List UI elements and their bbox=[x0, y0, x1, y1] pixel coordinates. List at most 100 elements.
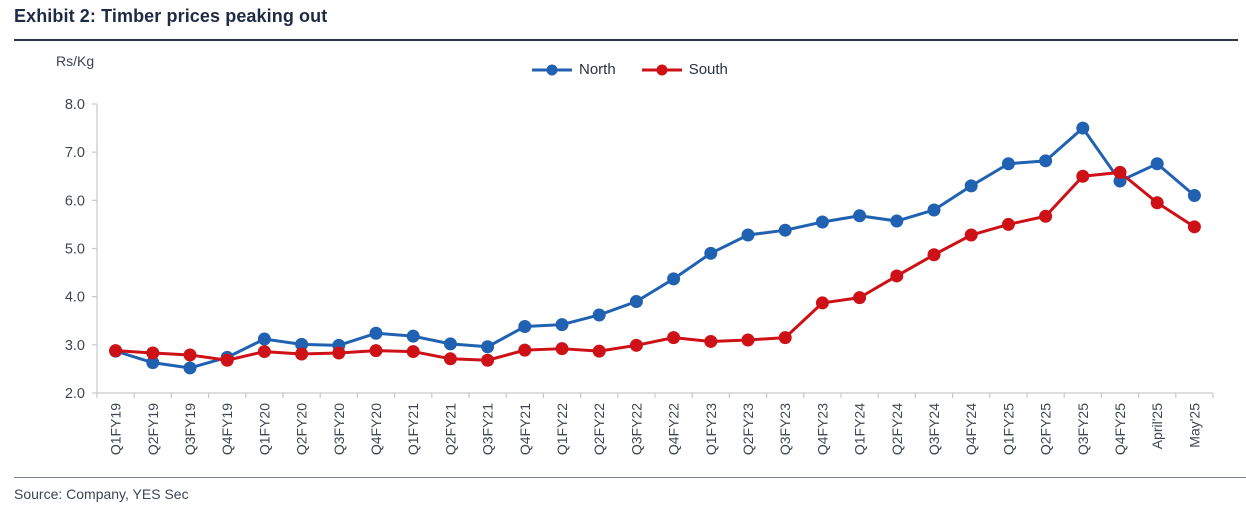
x-tick-label: Q2FY19 bbox=[145, 403, 161, 455]
x-tick-label: Q1FY19 bbox=[108, 403, 124, 455]
data-point bbox=[443, 337, 457, 351]
data-point bbox=[146, 346, 160, 360]
data-point bbox=[1150, 157, 1164, 171]
data-point bbox=[815, 215, 829, 229]
data-point bbox=[109, 344, 123, 358]
y-axis-unit-label: Rs/Kg bbox=[56, 53, 95, 69]
x-tick-label: Q3FY24 bbox=[926, 403, 942, 455]
data-point bbox=[481, 353, 495, 367]
data-point bbox=[1039, 154, 1053, 168]
data-point bbox=[369, 344, 383, 358]
exhibit-title: Exhibit 2: Timber prices peaking out bbox=[14, 6, 328, 26]
data-point bbox=[555, 342, 569, 356]
x-tick-label: Q3FY19 bbox=[182, 403, 198, 455]
data-point bbox=[295, 347, 309, 361]
x-tick-label: Q1FY23 bbox=[703, 403, 719, 455]
data-point bbox=[815, 296, 829, 310]
data-point bbox=[332, 346, 346, 360]
series-north bbox=[109, 121, 1201, 375]
data-point bbox=[1150, 196, 1164, 210]
series-line bbox=[114, 126, 1196, 370]
data-point bbox=[778, 223, 792, 237]
legend-label-north: North bbox=[579, 61, 616, 78]
data-point bbox=[890, 269, 904, 283]
y-tick-label: 8.0 bbox=[65, 97, 85, 113]
data-point bbox=[592, 344, 606, 358]
source-note: Source: Company, YES Sec bbox=[14, 486, 189, 502]
data-point bbox=[1001, 217, 1015, 231]
data-point bbox=[629, 338, 643, 352]
x-tick-label: Q1FY24 bbox=[852, 403, 868, 455]
data-point bbox=[146, 356, 160, 370]
x-tick-label: Q4FY23 bbox=[814, 403, 830, 455]
legend-item-north: North bbox=[532, 61, 616, 78]
series-south bbox=[109, 165, 1201, 367]
data-point bbox=[778, 331, 792, 345]
x-tick-label: Q1FY20 bbox=[256, 403, 272, 455]
x-tick-label: Q4FY22 bbox=[666, 403, 682, 455]
y-tick-label: 6.0 bbox=[65, 193, 85, 209]
series-line bbox=[114, 170, 1196, 362]
data-point bbox=[257, 345, 271, 359]
data-point bbox=[853, 291, 867, 305]
x-tick-label: Q3FY20 bbox=[331, 403, 347, 455]
data-point bbox=[518, 343, 532, 357]
x-tick-label: Q2FY20 bbox=[294, 403, 310, 455]
data-point bbox=[667, 272, 681, 286]
data-point bbox=[741, 333, 755, 347]
x-tick-label: Q4FY20 bbox=[368, 403, 384, 455]
data-point bbox=[704, 246, 718, 260]
x-tick-label: Q2FY22 bbox=[591, 403, 607, 455]
chart-legend: North South bbox=[532, 61, 728, 78]
x-tick-label: Q3FY21 bbox=[480, 403, 496, 455]
x-axis-ticks: Q1FY19 Q2FY19 Q3FY19 Q4FY19 Q1FY20 Q2FY20 Q3FY… bbox=[96, 393, 1214, 455]
data-point bbox=[1039, 209, 1053, 223]
x-tick-label: Q4FY25 bbox=[1112, 403, 1128, 455]
data-point bbox=[853, 209, 867, 223]
data-point bbox=[592, 308, 606, 322]
x-tick-label: Q1FY21 bbox=[405, 403, 421, 455]
x-tick-label: Q3FY25 bbox=[1075, 403, 1091, 455]
x-tick-label: Q4FY21 bbox=[517, 403, 533, 455]
data-point bbox=[443, 352, 457, 366]
legend-item-south: South bbox=[641, 61, 728, 78]
x-tick-label: Q2FY25 bbox=[1038, 403, 1054, 455]
x-tick-label: Q4FY19 bbox=[219, 403, 235, 455]
title-rule bbox=[14, 39, 1238, 41]
x-tick-label: Q1FY22 bbox=[554, 403, 570, 455]
data-point bbox=[1113, 165, 1127, 179]
data-point bbox=[927, 203, 941, 217]
data-point bbox=[518, 320, 532, 334]
data-point bbox=[1187, 220, 1201, 234]
data-point bbox=[257, 332, 271, 346]
data-point bbox=[555, 318, 569, 332]
x-tick-label: Q1FY25 bbox=[1000, 403, 1016, 455]
data-point bbox=[183, 361, 197, 375]
data-point bbox=[1001, 157, 1015, 171]
data-point bbox=[890, 214, 904, 228]
data-point bbox=[1187, 189, 1201, 203]
y-tick-label: 3.0 bbox=[65, 338, 85, 354]
x-tick-label: Q2FY24 bbox=[889, 403, 905, 455]
x-tick-label: Q4FY24 bbox=[963, 403, 979, 455]
data-point bbox=[183, 348, 197, 362]
x-tick-label: Q2FY21 bbox=[442, 403, 458, 455]
footer-rule bbox=[14, 477, 1246, 478]
x-tick-label: May'25 bbox=[1186, 403, 1202, 448]
data-point bbox=[741, 228, 755, 242]
legend-line-marker-south-icon bbox=[641, 64, 682, 75]
x-tick-label: April'25 bbox=[1149, 403, 1165, 449]
data-point bbox=[1076, 121, 1090, 135]
x-tick-label: Q2FY23 bbox=[740, 403, 756, 455]
x-tick-label: Q3FY22 bbox=[628, 403, 644, 455]
data-point bbox=[704, 334, 718, 348]
data-point bbox=[629, 294, 643, 308]
legend-line-marker-north-icon bbox=[532, 64, 572, 75]
y-tick-label: 5.0 bbox=[65, 242, 85, 258]
legend-label-south: South bbox=[688, 61, 728, 78]
data-point bbox=[295, 337, 309, 351]
data-point bbox=[406, 345, 420, 359]
data-point bbox=[369, 326, 383, 340]
data-point bbox=[481, 340, 495, 354]
